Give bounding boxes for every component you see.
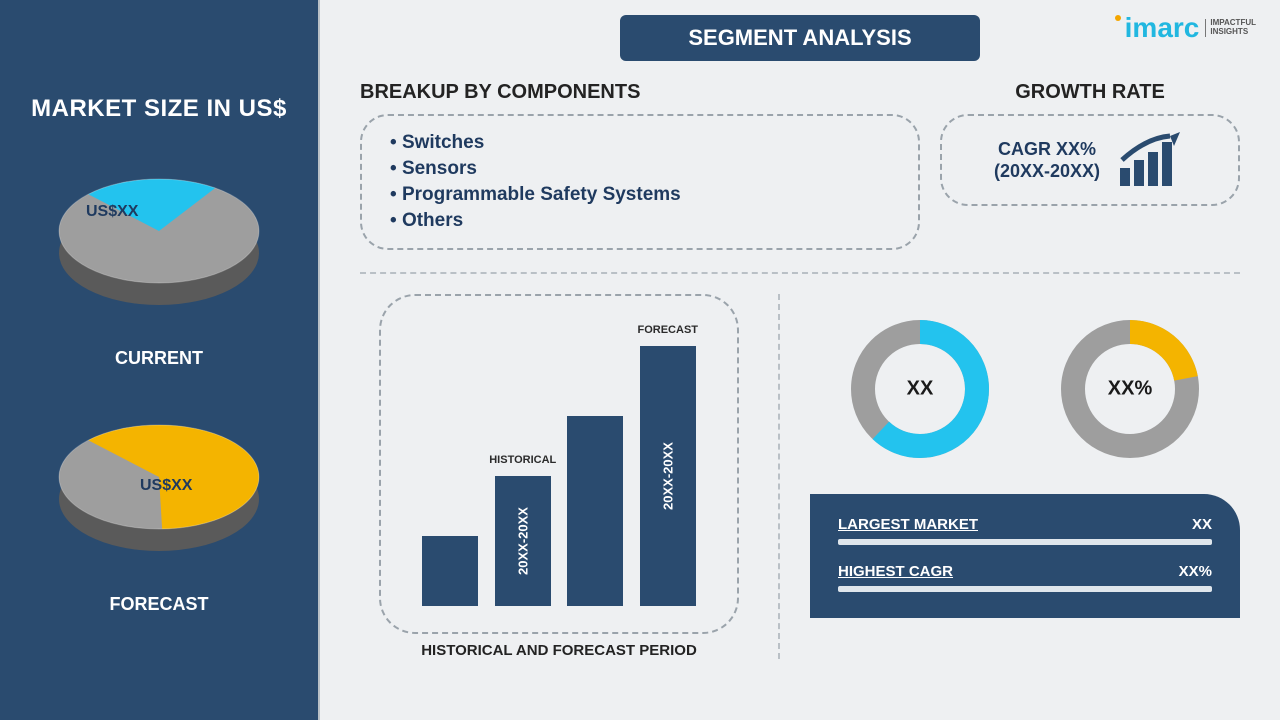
info-value: XX — [1192, 516, 1212, 533]
bars-box: HISTORICAL20XX-20XXFORECAST20XX-20XX — [379, 294, 739, 634]
main-panel: imarc IMPACTFUL INSIGHTS SEGMENT ANALYSI… — [318, 0, 1280, 720]
donut-2-value: XX% — [1108, 378, 1152, 401]
info-bar — [838, 586, 1212, 592]
growth-box: CAGR XX% (20XX-20XX) — [940, 114, 1240, 206]
bar — [422, 536, 478, 606]
pie-current-value: US$XX — [86, 203, 138, 221]
sidebar: MARKET SIZE IN US$ US$XX CURRENT US$XX F… — [0, 0, 318, 720]
pie-forecast-caption: FORECAST — [110, 594, 209, 615]
breakup-box: SwitchesSensorsProgrammable Safety Syste… — [360, 114, 920, 250]
bar-top-label: HISTORICAL — [489, 454, 556, 466]
breakup-section: BREAKUP BY COMPONENTS SwitchesSensorsPro… — [360, 81, 920, 250]
info-label: LARGEST MARKET — [838, 516, 978, 533]
pie-forecast: US$XX — [44, 399, 274, 579]
bars-caption: HISTORICAL AND FORECAST PERIOD — [360, 642, 758, 659]
historical-section: HISTORICAL20XX-20XXFORECAST20XX-20XX HIS… — [360, 294, 780, 659]
bar: HISTORICAL20XX-20XX — [495, 476, 551, 606]
page-title-banner: SEGMENT ANALYSIS — [620, 15, 980, 61]
pie-current: US$XX — [44, 153, 274, 333]
info-card: LARGEST MARKET XX HIGHEST CAGR XX% — [810, 494, 1240, 618]
pie-current-caption: CURRENT — [115, 348, 203, 369]
breakup-item: Others — [390, 208, 890, 234]
bar: FORECAST20XX-20XX — [640, 346, 696, 606]
donut-1-value: XX — [907, 378, 934, 401]
sidebar-title: MARKET SIZE IN US$ — [31, 95, 287, 123]
info-row: LARGEST MARKET XX — [838, 516, 1212, 545]
bar-side-label: 20XX-20XX — [660, 442, 675, 510]
cagr-text: CAGR XX% (20XX-20XX) — [994, 138, 1100, 183]
logo-text: imarc — [1125, 12, 1200, 44]
info-row: HIGHEST CAGR XX% — [838, 563, 1212, 592]
info-label: HIGHEST CAGR — [838, 563, 953, 580]
growth-section: GROWTH RATE CAGR XX% (20XX-20XX) — [940, 81, 1240, 250]
growth-icon — [1116, 130, 1186, 190]
pie-forecast-value: US$XX — [140, 477, 192, 495]
info-value: XX% — [1179, 563, 1212, 580]
bar-side-label: 20XX-20XX — [515, 507, 530, 575]
metrics-section: XX XX% LARGEST MARKET XX HIGHEST CAGR XX% — [780, 294, 1240, 659]
growth-heading: GROWTH RATE — [940, 81, 1240, 104]
info-bar — [838, 539, 1212, 545]
logo-tagline: IMPACTFUL INSIGHTS — [1205, 19, 1256, 37]
donut-2: XX% — [1055, 314, 1205, 464]
bar — [567, 416, 623, 606]
breakup-item: Switches — [390, 130, 890, 156]
bar-top-label: FORECAST — [638, 324, 699, 336]
breakup-item: Programmable Safety Systems — [390, 182, 890, 208]
logo-dot-icon — [1115, 15, 1121, 21]
donut-1: XX — [845, 314, 995, 464]
breakup-list: SwitchesSensorsProgrammable Safety Syste… — [390, 130, 890, 234]
breakup-heading: BREAKUP BY COMPONENTS — [360, 81, 920, 104]
breakup-item: Sensors — [390, 156, 890, 182]
brand-logo: imarc IMPACTFUL INSIGHTS — [1115, 12, 1256, 44]
